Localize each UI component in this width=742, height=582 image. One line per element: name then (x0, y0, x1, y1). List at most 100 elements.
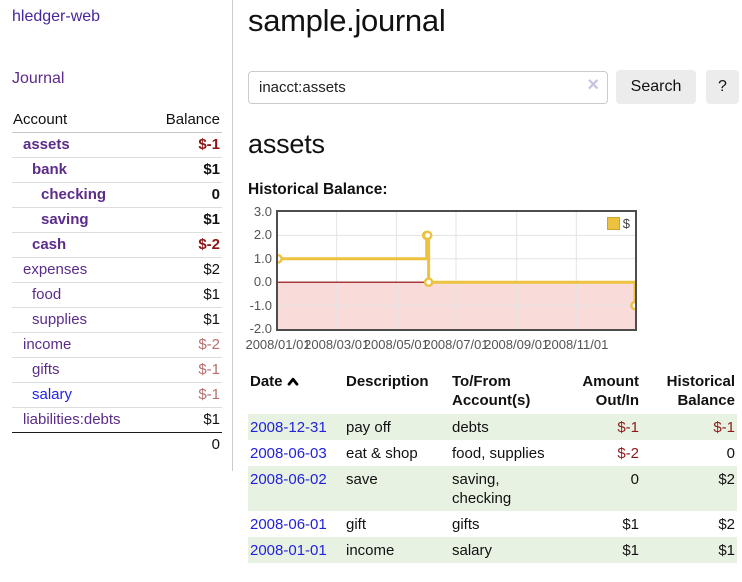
search-form: × Search ? (248, 70, 739, 104)
x-axis-tick-label: 2008/07/01 (423, 337, 489, 352)
y-axis-tick-label: 0.0 (253, 274, 272, 290)
date-cell: 2008-12-31 (248, 414, 344, 440)
sidebar-account-link[interactable]: salary (32, 386, 73, 403)
account-name-cell: gifts (12, 357, 151, 383)
transaction-date-link[interactable]: 2008-06-03 (250, 445, 327, 462)
x-axis-tick-label: 2008/05/01 (363, 337, 429, 352)
transaction-row[interactable]: 2008-01-01 income salary $1 $1 (248, 537, 737, 563)
account-row: liabilities:debts $1 (12, 407, 222, 433)
description-cell: gift (346, 516, 367, 533)
register-table: Date Description To/From Account(s) Amou… (248, 370, 737, 563)
x-axis-tick-label: 2008/01/01 (245, 337, 311, 352)
brand-link[interactable]: hledger-web (12, 8, 101, 25)
accounts-cell: salary (450, 537, 565, 563)
date-cell: 2008-01-01 (248, 537, 344, 563)
account-name-cell: supplies (12, 307, 151, 333)
account-column-header: Account (12, 108, 151, 133)
amount-cell: $1 (565, 537, 641, 563)
x-axis-tick-label: 2008/09/01 (484, 337, 550, 352)
sidebar-account-link[interactable]: income (23, 336, 72, 353)
total-row: 0 (12, 432, 222, 457)
account-name-cell: liabilities:debts (12, 407, 151, 433)
series-label: $ (622, 216, 630, 231)
sidebar-account-link[interactable]: cash (32, 236, 67, 253)
account-balance: $-2 (150, 332, 222, 358)
transaction-date-link[interactable]: 2008-06-01 (250, 516, 327, 533)
y-axis-tick-label: 3.0 (253, 204, 272, 219)
transaction-date-link[interactable]: 2008-06-02 (250, 471, 327, 488)
date-cell: 2008-06-02 (248, 466, 344, 511)
chart-heading: Historical Balance: (248, 181, 388, 198)
account-name-cell: saving (12, 207, 151, 233)
x-axis-tick-label: 2008/11/01 (544, 337, 609, 352)
date-column-header[interactable]: Date (248, 370, 344, 414)
data-point-marker (278, 254, 283, 264)
sidebar-account-link[interactable]: saving (41, 211, 89, 228)
date-cell: 2008-06-01 (248, 511, 344, 537)
amount-cell: $1 (622, 516, 639, 533)
account-name-cell: income (12, 332, 151, 358)
clear-search-icon[interactable]: × (587, 73, 599, 96)
sidebar-account-link[interactable]: assets (23, 136, 70, 153)
description-cell: eat & shop (346, 445, 418, 462)
account-name-cell: salary (12, 382, 151, 408)
description-cell: income (344, 537, 450, 563)
balance-cell: $2 (718, 516, 735, 533)
accounts-column-header: To/From Account(s) (452, 373, 531, 409)
sidebar-accounts-body: assets $-1 bank $1 checking 0 saving $1 cash $-2 e… (12, 133, 222, 457)
account-row: assets $-1 (12, 133, 222, 158)
transaction-date-link[interactable]: 2008-12-31 (250, 419, 327, 436)
sidebar-account-link[interactable]: checking (41, 186, 107, 203)
amount-cell: $-1 (565, 414, 641, 440)
amount-cell: 0 (565, 466, 641, 511)
app-layout: hledger-web Journal Account Balance asse… (12, 0, 742, 563)
register-body: 2008-12-31 pay off debts $-1 $-1 2008-06-03 ea… (248, 414, 737, 563)
total-balance: 0 (150, 432, 222, 457)
transaction-row[interactable]: 2008-06-01 gift gifts $1 $2 (248, 511, 737, 537)
account-balance: $1 (150, 157, 222, 183)
sidebar-account-link[interactable]: liabilities:debts (23, 411, 121, 428)
balance-cell: $-1 (641, 414, 737, 440)
sidebar-account-link[interactable]: food (32, 286, 62, 303)
main-content: sample.journal × Search ? assets Histori… (233, 0, 742, 563)
account-row: cash $-2 (12, 232, 222, 258)
sidebar-account-link[interactable]: supplies (32, 311, 88, 328)
description-cell: pay off (344, 414, 450, 440)
transaction-date-link[interactable]: 2008-01-01 (250, 542, 327, 559)
balance-cell: $2 (641, 466, 737, 511)
account-balance: $1 (150, 407, 222, 433)
account-row: salary $-1 (12, 382, 222, 408)
historical-balance-chart: $ -2.0 -1.0 0.0 1.0 2.0 3.0 2008/01/01 2008/03/… (245, 204, 668, 352)
transaction-row[interactable]: 2008-06-02 save saving, checking 0 $2 (248, 466, 737, 511)
transaction-row[interactable]: 2008-12-31 pay off debts $-1 $-1 (248, 414, 737, 440)
balance-cell: 0 (726, 445, 735, 462)
accounts-cell: debts (450, 414, 565, 440)
account-balance: $-1 (150, 382, 222, 408)
sidebar-item-journal[interactable]: Journal (12, 70, 65, 87)
y-axis-tick-label: -2.0 (249, 321, 272, 336)
register-header-row: Date Description To/From Account(s) Amou… (248, 370, 737, 414)
description-cell: save (344, 466, 450, 511)
series-swatch-icon (606, 217, 620, 230)
description-column-header: Description (346, 373, 429, 390)
accounts-cell: food, supplies (452, 445, 545, 462)
balance-column-header-register: Historical Balance (666, 373, 735, 409)
transaction-row[interactable]: 2008-06-03 eat & shop food, supplies $-2 0 (248, 440, 737, 466)
search-input-wrap: × (248, 70, 608, 104)
account-balance: $-2 (150, 232, 222, 258)
account-heading: assets (248, 129, 325, 159)
chart-legend: $ (604, 215, 632, 232)
sidebar-account-link[interactable]: bank (32, 161, 68, 178)
account-name-cell: assets (12, 133, 150, 158)
account-balance: $-1 (150, 357, 222, 383)
search-button[interactable]: Search (616, 70, 696, 104)
sidebar-account-link[interactable]: gifts (32, 361, 60, 378)
total-spacer (12, 432, 151, 457)
search-input[interactable] (248, 70, 608, 104)
account-balance: 0 (150, 182, 222, 208)
sidebar-account-link[interactable]: expenses (23, 261, 88, 278)
help-button[interactable]: ? (706, 70, 739, 104)
balance-cell: $1 (641, 537, 737, 563)
account-name-cell: expenses (12, 257, 151, 283)
y-axis-tick-label: 1.0 (253, 250, 272, 266)
